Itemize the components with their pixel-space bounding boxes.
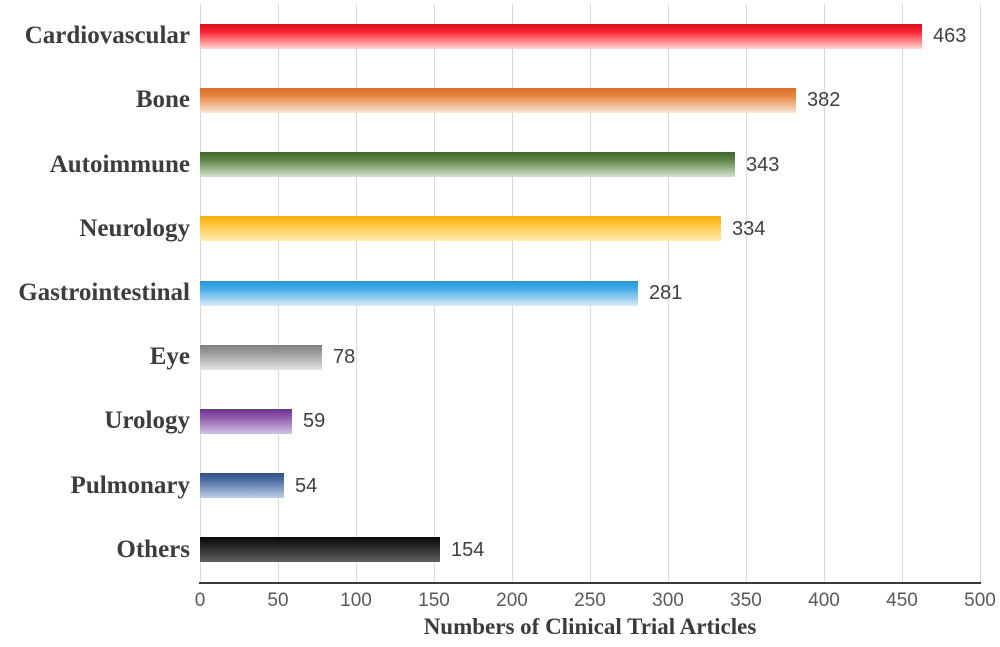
bar-gastrointestinal (200, 281, 638, 306)
bar-value-label-neurology: 334 (732, 218, 766, 240)
gridline-x-500 (980, 4, 981, 582)
bar-bone (200, 88, 796, 113)
x-tick-label-150: 150 (418, 590, 450, 611)
gridline-x-300 (668, 4, 669, 582)
bar-cardiovascular (200, 24, 922, 49)
category-label-others: Others (116, 536, 190, 563)
x-tick-label-200: 200 (496, 590, 528, 611)
gridline-x-350 (746, 4, 747, 582)
bar-others (200, 537, 440, 562)
x-tick-label-500: 500 (964, 590, 996, 611)
bar-value-label-pulmonary: 54 (295, 475, 318, 497)
category-label-bone: Bone (135, 86, 190, 113)
x-axis-title: Numbers of Clinical Trial Articles (423, 614, 757, 639)
bar-value-label-cardiovascular: 463 (933, 25, 967, 47)
x-tick-label-400: 400 (808, 590, 840, 611)
bar-value-label-gastrointestinal: 281 (649, 282, 683, 304)
category-label-urology: Urology (104, 407, 190, 434)
bar-pulmonary (200, 473, 284, 498)
x-axis-line (199, 582, 981, 584)
bar-value-label-bone: 382 (807, 89, 841, 111)
x-tick-label-100: 100 (340, 590, 372, 611)
x-tick-label-450: 450 (886, 590, 918, 611)
gridline-x-400 (824, 4, 825, 582)
category-label-pulmonary: Pulmonary (70, 472, 190, 499)
bar-autoimmune (200, 152, 735, 177)
category-label-neurology: Neurology (79, 215, 190, 242)
x-tick-label-50: 50 (267, 590, 289, 611)
x-tick-label-250: 250 (574, 590, 606, 611)
bar-value-label-urology: 59 (303, 410, 326, 432)
category-label-eye: Eye (149, 343, 190, 370)
category-label-autoimmune: Autoimmune (49, 151, 190, 178)
category-label-cardiovascular: Cardiovascular (24, 22, 190, 49)
bar-value-label-others: 154 (451, 539, 485, 561)
bar-urology (200, 409, 292, 434)
x-tick-label-0: 0 (194, 590, 206, 611)
x-tick-label-300: 300 (652, 590, 684, 611)
bar-value-label-eye: 78 (333, 346, 356, 368)
bar-value-label-autoimmune: 343 (746, 154, 780, 176)
x-tick-label-350: 350 (730, 590, 762, 611)
bar-eye (200, 345, 322, 370)
gridline-x-450 (902, 4, 903, 582)
category-label-gastrointestinal: Gastrointestinal (18, 279, 190, 306)
bar-neurology (200, 216, 721, 241)
